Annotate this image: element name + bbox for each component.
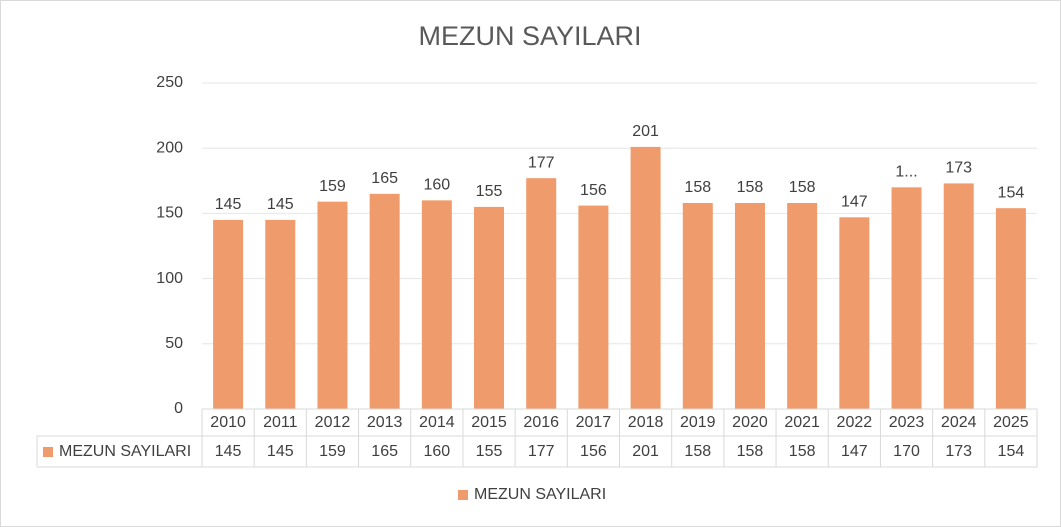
legend-label: MEZUN SAYILARI xyxy=(474,486,606,503)
data-label: 158 xyxy=(789,179,816,196)
table-value: 156 xyxy=(580,443,607,460)
x-tick-label: 2019 xyxy=(680,414,716,431)
data-label: 145 xyxy=(267,196,294,213)
table-value: 201 xyxy=(632,443,659,460)
bar xyxy=(265,219,296,409)
y-tick-label: 250 xyxy=(156,74,183,91)
data-label: 145 xyxy=(215,196,242,213)
y-tick-label: 50 xyxy=(165,335,183,352)
table-value: 155 xyxy=(476,443,503,460)
table-value: 147 xyxy=(841,443,868,460)
x-tick-label: 2018 xyxy=(628,414,664,431)
bar xyxy=(213,219,244,409)
data-label: 155 xyxy=(476,183,503,200)
x-tick-label: 2016 xyxy=(523,414,559,431)
bar xyxy=(682,202,713,409)
x-tick-label: 2017 xyxy=(576,414,612,431)
data-label: 160 xyxy=(423,177,450,194)
data-label: 173 xyxy=(945,160,972,177)
bar xyxy=(891,187,922,409)
x-tick-label: 2023 xyxy=(889,414,925,431)
bar xyxy=(839,217,870,409)
x-tick-label: 2021 xyxy=(784,414,820,431)
table-value: 158 xyxy=(684,443,711,460)
bar xyxy=(369,193,400,409)
x-tick-label: 2010 xyxy=(210,414,246,431)
bar xyxy=(943,183,974,409)
table-value: 159 xyxy=(319,443,346,460)
data-label: 156 xyxy=(580,182,607,199)
table-value: 170 xyxy=(893,443,920,460)
x-tick-label: 2025 xyxy=(993,414,1029,431)
bar xyxy=(421,200,452,409)
data-label: 147 xyxy=(841,194,868,211)
table-value: 154 xyxy=(998,443,1025,460)
x-tick-label: 2020 xyxy=(732,414,768,431)
bar xyxy=(578,205,609,409)
table-value: 177 xyxy=(528,443,555,460)
x-tick-label: 2024 xyxy=(941,414,977,431)
y-tick-label: 100 xyxy=(156,270,183,287)
data-label: 154 xyxy=(998,184,1025,201)
y-tick-label: 200 xyxy=(156,139,183,156)
bar xyxy=(734,202,765,409)
y-tick-label: 150 xyxy=(156,205,183,222)
data-label: 165 xyxy=(371,170,398,187)
x-tick-label: 2015 xyxy=(471,414,507,431)
chart-title: MEZUN SAYILARI xyxy=(418,21,641,51)
data-label: 158 xyxy=(737,179,764,196)
bar xyxy=(474,206,505,409)
table-value: 165 xyxy=(371,443,398,460)
data-label: 159 xyxy=(319,178,346,195)
table-value: 145 xyxy=(215,443,242,460)
bar xyxy=(317,201,348,409)
table-value: 145 xyxy=(267,443,294,460)
x-tick-label: 2013 xyxy=(367,414,403,431)
bar xyxy=(787,202,818,409)
x-tick-label: 2022 xyxy=(837,414,873,431)
table-value: 173 xyxy=(945,443,972,460)
x-tick-label: 2011 xyxy=(263,414,298,431)
table-legend-key xyxy=(43,447,53,457)
data-label: 177 xyxy=(528,154,555,171)
data-label: 201 xyxy=(632,123,659,140)
table-value: 158 xyxy=(737,443,764,460)
table-row-header: MEZUN SAYILARI xyxy=(59,443,191,460)
bar xyxy=(630,146,661,409)
table-value: 158 xyxy=(789,443,816,460)
data-label: 158 xyxy=(684,179,711,196)
x-tick-label: 2014 xyxy=(419,414,455,431)
legend-key xyxy=(458,490,468,500)
bar xyxy=(995,208,1026,409)
bar xyxy=(526,178,557,409)
data-label: 1... xyxy=(895,164,917,181)
x-tick-label: 2012 xyxy=(315,414,351,431)
table-value: 160 xyxy=(423,443,450,460)
y-tick-label: 0 xyxy=(174,400,183,417)
